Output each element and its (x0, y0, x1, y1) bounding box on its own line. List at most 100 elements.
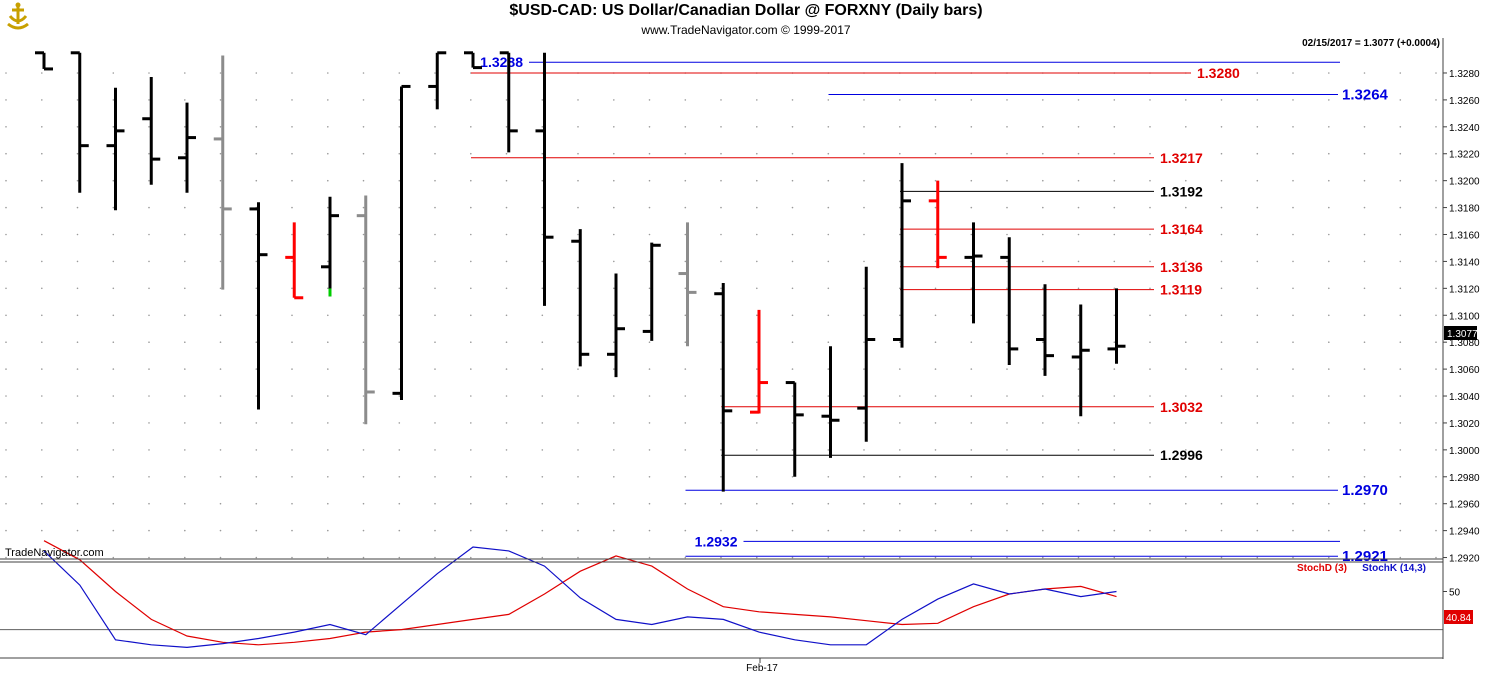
grid-dot (327, 179, 329, 182)
grid-dot (541, 422, 544, 424)
stoch-series-line (43, 540, 1117, 646)
grid-dot (720, 556, 722, 559)
grid-dot (1328, 476, 1330, 478)
grid-dot (863, 368, 865, 370)
grid-dot (1292, 260, 1294, 263)
grid-dot (148, 126, 150, 128)
grid-dot (1256, 179, 1259, 182)
grid-dot (362, 260, 365, 263)
grid-dot (1399, 422, 1402, 424)
grid-dot (5, 422, 7, 424)
grid-dot (1077, 395, 1080, 397)
grid-dot (148, 152, 150, 155)
ohlc-bar (1036, 284, 1054, 376)
grid-dot (791, 287, 794, 290)
grid-dot (505, 99, 508, 101)
grid-dot (684, 368, 687, 370)
grid-dot (398, 422, 401, 424)
grid-dot (1435, 449, 1437, 451)
grid-dot (791, 233, 794, 236)
grid-dot (756, 395, 758, 397)
grid-dot (1149, 476, 1151, 478)
price-tick-label: 1.3060 (1449, 365, 1480, 376)
level-label: 1.3164 (1160, 221, 1203, 237)
grid-dot (1435, 314, 1437, 317)
grid-dot (505, 233, 508, 236)
grid-dot (1399, 314, 1402, 317)
grid-dot (970, 529, 973, 532)
grid-dot (577, 287, 579, 290)
grid-dot (255, 314, 258, 317)
grid-dot (148, 395, 150, 397)
grid-dot (1256, 206, 1259, 209)
grid-dot (5, 341, 7, 344)
ohlc-bar (607, 273, 625, 378)
grid-dot (1113, 287, 1116, 290)
level-label: 1.2996 (1160, 447, 1203, 463)
grid-dot (327, 152, 329, 155)
grid-dot (1363, 476, 1366, 478)
grid-dot (1006, 476, 1008, 478)
grid-dot (1077, 422, 1080, 424)
grid-dot (720, 206, 722, 209)
grid-dot (1363, 206, 1366, 209)
grid-dot (1113, 368, 1116, 370)
grid-dot (756, 529, 758, 532)
grid-dot (577, 476, 579, 478)
ohlc-bar (535, 52, 554, 306)
grid-dot (1292, 287, 1294, 290)
grid-dot (756, 152, 758, 155)
grid-dot (1042, 152, 1044, 155)
grid-dot (148, 72, 150, 74)
ohlc-bar (714, 282, 733, 492)
grid-dot (970, 126, 973, 128)
grid-dot (1149, 206, 1151, 209)
grid-dot (1256, 422, 1259, 424)
grid-dot (41, 314, 43, 317)
grid-dot (1399, 260, 1402, 263)
grid-dot (505, 529, 508, 532)
grid-dot (827, 476, 830, 478)
grid-dot (613, 529, 615, 532)
grid-dot (1292, 395, 1294, 397)
grid-dot (720, 260, 722, 263)
grid-dot (41, 233, 43, 236)
grid-dot (291, 206, 293, 209)
grid-dot (648, 556, 651, 559)
grid-dot (1220, 422, 1223, 424)
grid-dot (1292, 422, 1294, 424)
grid-dot (899, 152, 901, 155)
grid-dot (1256, 260, 1259, 263)
grid-dot (362, 341, 365, 344)
grid-dot (255, 476, 258, 478)
grid-dot (291, 422, 293, 424)
grid-dot (362, 476, 365, 478)
grid-dot (327, 449, 329, 451)
grid-dot (1077, 314, 1080, 317)
grid-dot (1149, 99, 1151, 101)
grid-dot (470, 287, 472, 290)
watermark: TradeNavigator.com (5, 547, 104, 559)
grid-dot (1220, 287, 1223, 290)
grid-dot (1363, 126, 1366, 128)
grid-dot (398, 72, 401, 74)
grid-dot (1435, 152, 1437, 155)
grid-dot (863, 206, 865, 209)
grid-dot (613, 233, 615, 236)
chart-subtitle: www.TradeNavigator.com © 1999-2017 (641, 23, 851, 37)
grid-dot (1363, 260, 1366, 263)
grid-dot (1042, 260, 1044, 263)
grid-dot (219, 260, 222, 263)
grid-dot (863, 179, 865, 182)
grid-dot (5, 476, 7, 478)
grid-dot (434, 449, 436, 451)
grid-dot (541, 314, 544, 317)
grid-dot (899, 314, 901, 317)
grid-dot (5, 314, 7, 317)
grid-dot (1077, 233, 1080, 236)
grid-dot (505, 395, 508, 397)
grid-dot (327, 126, 329, 128)
grid-dot (1006, 422, 1008, 424)
grid-dot (1328, 422, 1330, 424)
grid-dot (648, 502, 651, 505)
